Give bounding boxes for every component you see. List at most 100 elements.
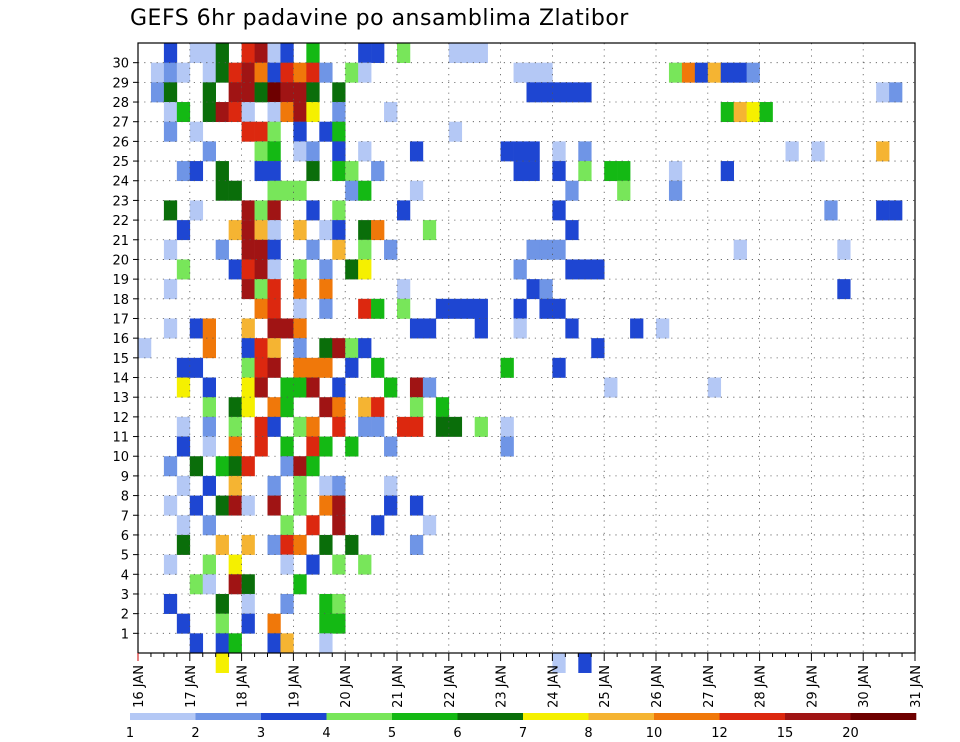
heatmap-cell — [241, 397, 255, 418]
heatmap-cell — [319, 338, 333, 359]
heatmap-cell — [345, 180, 359, 201]
heatmap-cell — [176, 259, 191, 280]
heatmap-cell — [578, 82, 592, 103]
heatmap-cell — [552, 82, 566, 103]
heatmap-cell — [202, 416, 216, 437]
heatmap-cell — [448, 416, 463, 437]
heatmap-cell — [163, 239, 178, 260]
heatmap-cell — [306, 161, 320, 182]
heatmap-cell — [422, 318, 437, 339]
heatmap-cell — [267, 121, 281, 142]
heatmap-cell — [306, 82, 320, 103]
heatmap-cell — [785, 141, 799, 162]
heatmap-cell — [267, 495, 281, 516]
heatmap-cell — [254, 43, 268, 63]
y-tick-label: 28 — [112, 96, 129, 111]
heatmap-cell — [565, 318, 579, 339]
colorbar-label: 10 — [646, 726, 663, 741]
heatmap-cell — [552, 239, 566, 260]
heatmap-cell — [267, 62, 281, 83]
heatmap-cell — [409, 416, 424, 437]
y-tick-label: 25 — [112, 155, 129, 170]
heatmap-cell — [228, 259, 242, 280]
heatmap-cell — [539, 298, 553, 319]
heatmap-cell — [539, 62, 553, 83]
heatmap-cell — [293, 475, 307, 496]
heatmap-cell — [228, 220, 242, 241]
y-tick-label: 4 — [121, 568, 129, 583]
heatmap-cell — [513, 141, 527, 162]
heatmap-cell — [267, 259, 281, 280]
x-tick-label: 21 JAN — [391, 665, 406, 708]
heatmap-cell — [409, 377, 424, 398]
heatmap-cell — [293, 102, 307, 123]
y-tick-label: 11 — [112, 431, 129, 446]
heatmap-cell — [163, 495, 178, 516]
colorbar-label: 12 — [711, 726, 728, 741]
heatmap-cell — [241, 62, 255, 83]
heatmap-cell — [267, 141, 281, 162]
heatmap-cell — [422, 377, 437, 398]
heatmap-cell — [176, 436, 191, 457]
heatmap-cell — [241, 239, 255, 260]
heatmap-cell — [163, 200, 178, 221]
x-tick-label: 16 JAN — [132, 665, 147, 708]
heatmap-cell — [371, 416, 385, 437]
heatmap-cell — [176, 475, 191, 496]
heatmap-cell — [306, 141, 320, 162]
heatmap-cell — [267, 397, 281, 418]
heatmap-cell — [681, 62, 696, 83]
heatmap-cell — [526, 279, 540, 300]
heatmap-cell — [332, 141, 346, 162]
heatmap-cell — [254, 377, 268, 398]
heatmap-cell — [500, 141, 514, 162]
heatmap-cell — [720, 161, 734, 182]
heatmap-cell — [707, 377, 722, 398]
heatmap-cell — [397, 279, 411, 300]
colorbar-swatch — [588, 713, 655, 720]
heatmap-cell — [150, 62, 165, 83]
y-tick-label: 21 — [112, 234, 129, 249]
heatmap-cell — [345, 357, 359, 378]
heatmap-cell — [176, 357, 191, 378]
heatmap-cell — [267, 239, 281, 260]
heatmap-cell — [254, 200, 268, 221]
heatmap-cell — [202, 554, 216, 575]
heatmap-cell — [280, 456, 294, 477]
y-tick-label: 30 — [112, 57, 129, 72]
heatmap-cell — [319, 62, 333, 83]
heatmap-cell — [656, 318, 670, 339]
heatmap-cell — [306, 554, 320, 575]
heatmap-cell — [254, 436, 268, 457]
y-tick-label: 27 — [112, 116, 129, 131]
x-tick-label: 20 JAN — [339, 665, 354, 708]
heatmap-cell — [345, 338, 359, 359]
heatmap-cell — [202, 377, 216, 398]
heatmap-cell — [500, 416, 514, 437]
heatmap-cell — [409, 397, 424, 418]
heatmap-cell — [526, 62, 540, 83]
heatmap-cell — [280, 318, 294, 339]
heatmap-cell — [371, 298, 385, 319]
heatmap-cell — [267, 298, 281, 319]
heatmap-cell — [293, 357, 307, 378]
heatmap-cell — [345, 161, 359, 182]
heatmap-cell — [163, 102, 178, 123]
heatmap-cell — [241, 318, 255, 339]
heatmap-cell — [461, 298, 475, 319]
y-tick-label: 8 — [121, 490, 129, 505]
heatmap-cell — [293, 298, 307, 319]
heatmap-cell — [319, 593, 333, 614]
heatmap-cell — [254, 220, 268, 241]
heatmap-cell — [189, 495, 204, 516]
heatmap-cell — [189, 161, 204, 182]
heatmap-cell — [332, 338, 346, 359]
heatmap-cell — [371, 397, 385, 418]
heatmap-cell — [293, 574, 307, 595]
heatmap-cell — [163, 593, 178, 614]
heatmap-cell — [306, 239, 320, 260]
heatmap-cell — [280, 62, 294, 83]
heatmap-cell — [215, 239, 229, 260]
heatmap-cell — [513, 62, 527, 83]
